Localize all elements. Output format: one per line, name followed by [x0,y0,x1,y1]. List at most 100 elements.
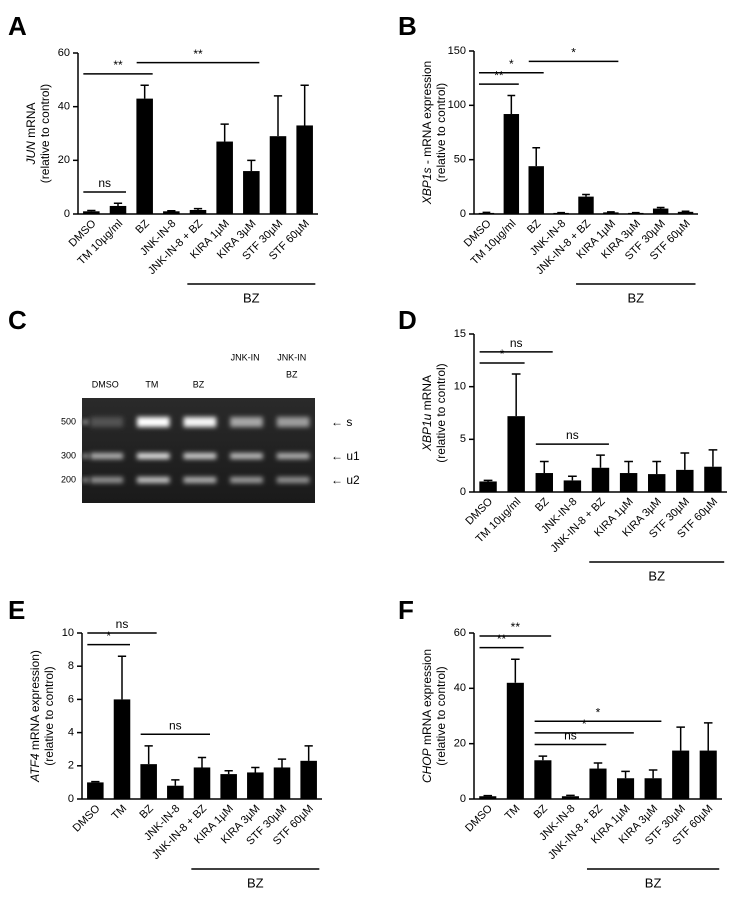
bar [603,212,619,214]
significance-label: ns [116,617,129,631]
gel-band [230,417,263,427]
error-bar [251,766,260,773]
bar [189,209,207,214]
panel-letter: D [398,305,417,335]
y-axis-label-line2: (relative to control) [42,666,56,765]
error-bar [703,722,713,751]
panel-letter: B [398,11,417,41]
y-tick-label: 20 [58,154,70,166]
bar [273,767,291,799]
bar [652,208,669,214]
bar [648,474,666,492]
error-bar [708,449,718,467]
x-tick-label: BZ [533,495,552,514]
bar [644,778,662,799]
gel-band [136,417,170,427]
lane-label: TM [145,379,158,389]
significance-label: ** [494,68,504,82]
error-bar [483,794,493,797]
gel-band [90,477,124,483]
y-tick-label: 4 [68,727,74,739]
error-bar [566,794,575,797]
bar [87,782,104,799]
y-tick-label: 60 [454,627,466,639]
error-bar [277,758,287,768]
bar [140,764,157,799]
significance-label: * [509,57,514,71]
y-axis-label-line2: (relative to control) [434,666,448,765]
error-bar [652,460,662,475]
panel-letter: C [8,305,27,335]
y-label-gene: ATF4 [28,753,42,783]
error-bar [273,95,283,137]
error-bar [680,452,690,470]
x-tick-label: DMSO [71,802,103,834]
error-bar [113,202,123,206]
error-bar [648,769,658,779]
y-tick-label: 0 [64,208,70,220]
error-bar [167,210,176,212]
y-axis-label-line2: (relative to control) [434,83,448,182]
y-tick-label: 10 [454,381,466,393]
size-marker: 200 [61,474,76,484]
significance-label: ns [566,428,579,442]
y-label-gene: XBP1u [420,413,434,452]
group-label: BZ [648,568,665,583]
gel-image [82,398,315,503]
band-label: ← s [331,415,352,429]
bar [553,212,569,214]
bar [591,467,610,492]
bar [193,767,211,799]
significance-label: ** [511,620,521,634]
gel-band [276,453,310,459]
y-axis-label-line2: (relative to control) [38,84,52,183]
error-bar [483,479,493,482]
error-bar [171,779,180,786]
x-tick-label: TM [109,803,129,823]
error-bar [511,658,520,683]
significance-label: ** [113,58,123,72]
x-tick-label: BZ [525,217,544,236]
error-bar [532,146,541,167]
y-tick-label: 150 [448,45,466,57]
significance-label: * [500,347,505,361]
bar [479,796,497,799]
error-bar [144,745,153,765]
lane-label: DMSO [92,379,119,389]
y-label-gene: JUN [24,141,38,166]
bar [578,196,594,214]
y-tick-label: 0 [68,793,74,805]
group-label: BZ [247,875,264,890]
gel-band [183,477,217,483]
gel-band [230,477,263,483]
error-bar [607,211,615,213]
ladder-band [82,478,89,482]
bar [617,778,635,799]
band-label: ← u2 [331,473,360,487]
bar [296,125,313,214]
y-tick-label: 50 [454,154,466,166]
band-label: ← u1 [331,449,360,463]
bar [269,136,287,214]
bar [589,768,607,799]
error-bar [507,94,516,115]
bar [506,682,524,799]
y-tick-label: 6 [68,693,74,705]
error-bar [193,207,203,210]
gel-band [183,453,217,459]
gel-band [230,453,263,459]
y-tick-label: 0 [460,208,466,220]
error-bar [593,762,603,769]
lane-label: JNK-IN [277,352,306,362]
bar [704,466,722,492]
x-tick-label: BZ [137,802,156,821]
y-label-rest: mRNA expression [420,649,434,748]
error-bar [624,460,633,474]
bar [136,98,153,214]
x-tick-label: BZ [133,217,152,236]
error-bar [87,209,96,212]
significance-label: * [571,45,576,59]
panel-letter: E [8,595,25,625]
y-axis-label: XBP1s - mRNA expression [420,61,434,205]
